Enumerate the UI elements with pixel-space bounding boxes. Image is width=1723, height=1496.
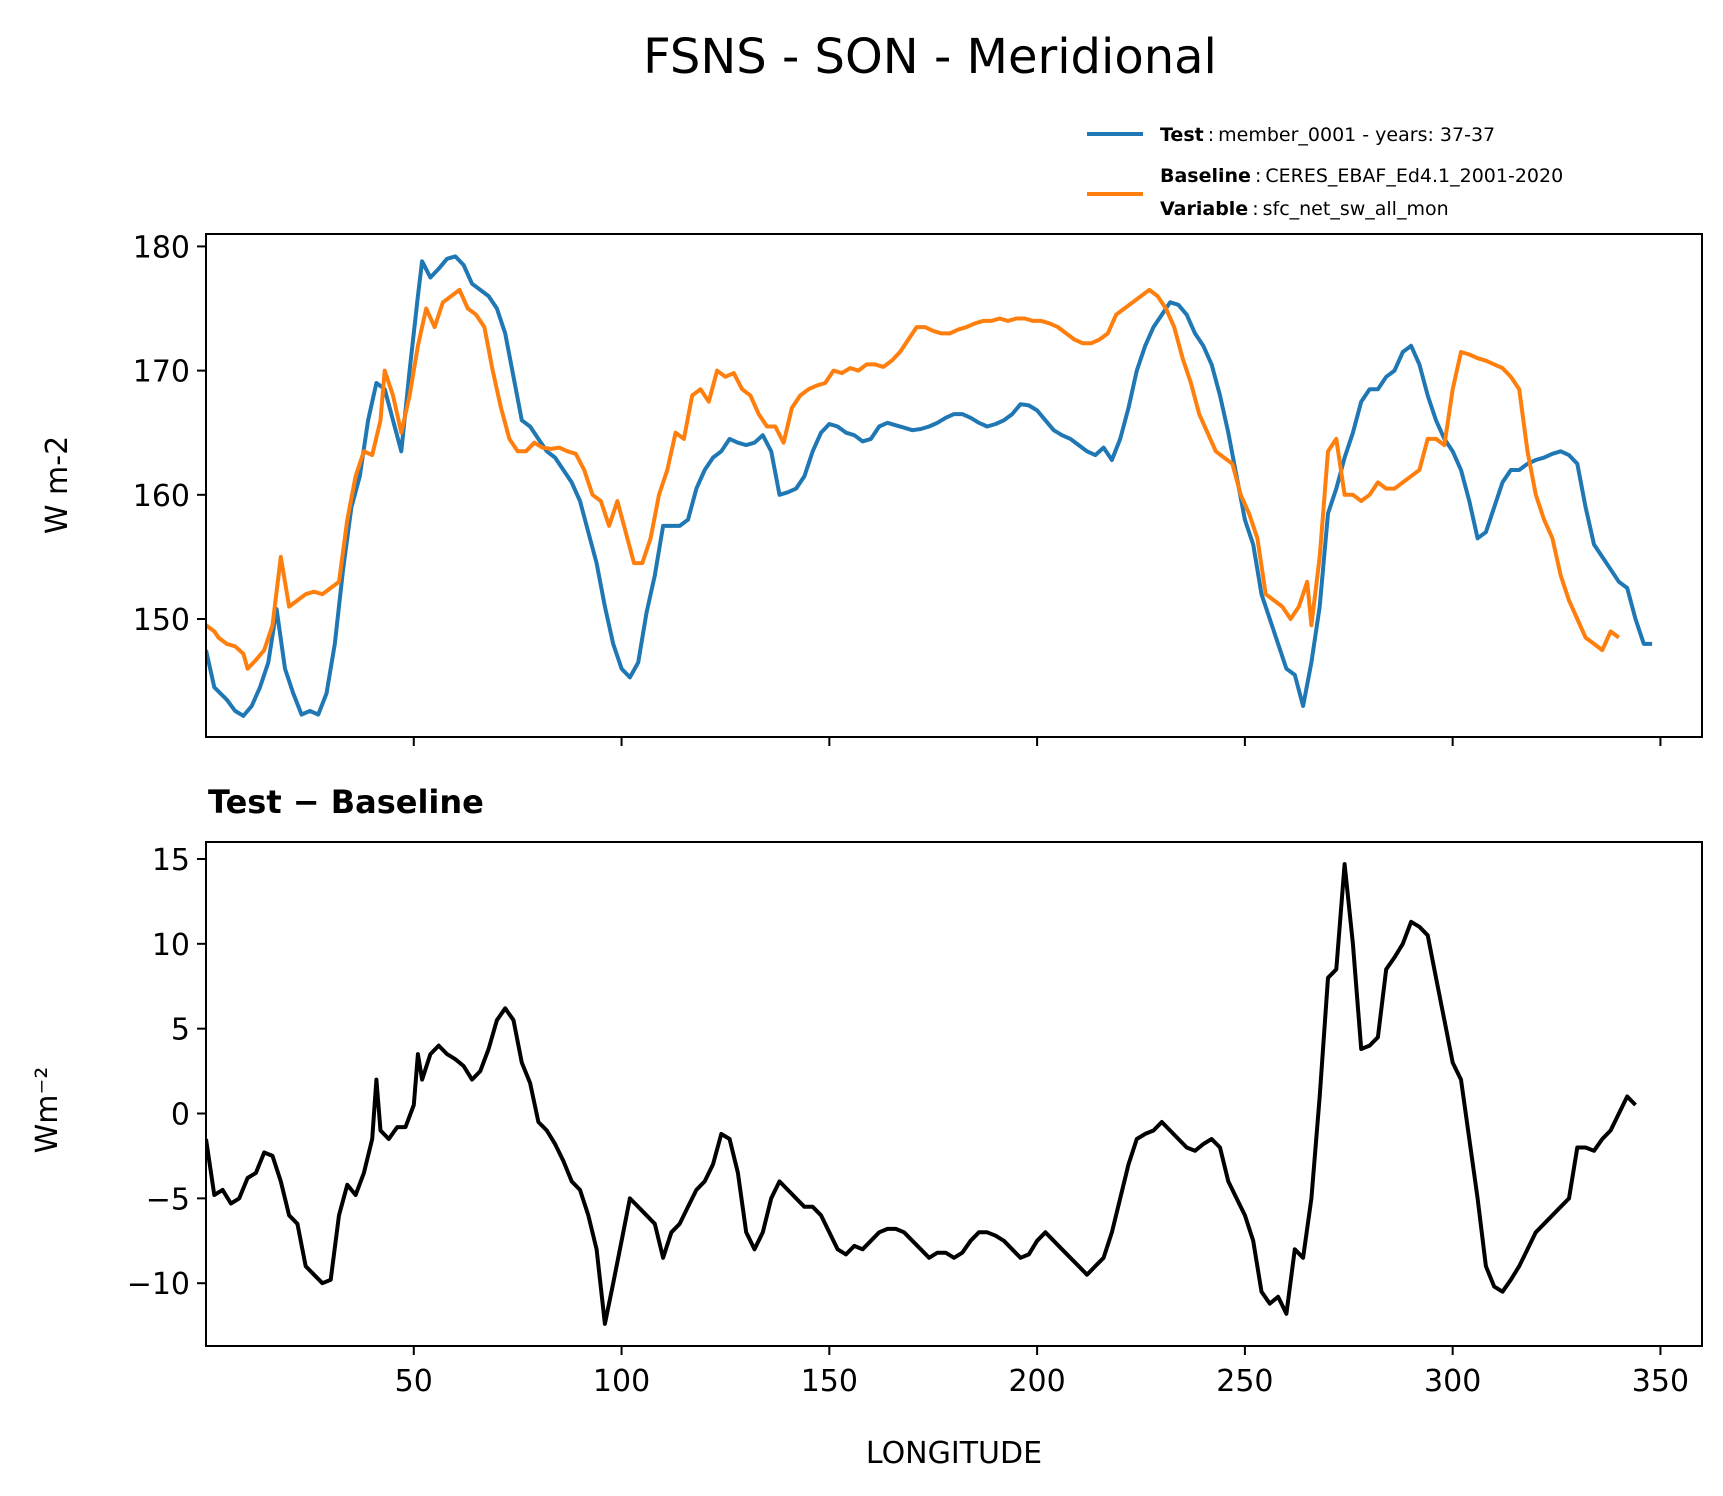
top-panel: 150 160 170 180 W m-2 [40,230,1703,746]
top-panel-frame [205,233,1703,738]
top-y-axis-label: W m-2 [40,436,75,534]
figure-title: FSNS - SON - Meridional [643,29,1217,85]
bottom-xtick-label: 50 [395,1364,433,1399]
bottom-xtick-label: 300 [1424,1364,1481,1399]
bottom-ytick-label: 10 [152,928,190,963]
legend-variable-sep: : [1252,198,1258,220]
legend-test-sep: : [1208,124,1214,146]
bottom-ytick-label: −5 [146,1182,190,1217]
bottom-ytick-label: −10 [127,1267,190,1302]
bottom-series-line-test-baseline [206,862,1637,1326]
bottom-xtick-label: 150 [801,1364,858,1399]
bottom-xtick-label: 250 [1216,1364,1273,1399]
bottom-xtick-label: 200 [1008,1364,1065,1399]
legend-test-key: Test [1160,124,1204,146]
bottom-panel-title: Test − Baseline [208,783,484,821]
legend: Test: member_0001 - years: 37-37 Baseline… [1087,124,1563,220]
bottom-xtick-label: 100 [593,1364,650,1399]
legend-baseline-text: CERES_EBAF_Ed4.1_2001-2020 [1265,165,1563,187]
top-ytick-label: 150 [133,603,190,638]
top-ytick-label: 160 [133,479,190,514]
legend-variable-key: Variable [1160,198,1248,220]
top-ytick-label: 170 [133,355,190,390]
top-series-line-test [206,254,1653,718]
legend-test-row: Test: member_0001 - years: 37-37 [1160,124,1495,146]
bottom-ytick-label: 15 [152,843,190,878]
bottom-xtick-label: 350 [1632,1364,1689,1399]
bottom-ytick-label: 5 [171,1013,190,1048]
x-axis-label: LONGITUDE [866,1436,1042,1471]
legend-baseline-key: Baseline [1160,165,1251,187]
bottom-y-axis-label: Wm⁻² [30,1067,65,1154]
top-series-group [206,254,1653,718]
legend-variable-text: sfc_net_sw_all_mon [1263,198,1449,220]
legend-test-text: member_0001 - years: 37-37 [1218,124,1495,146]
top-ticks: 150 160 170 180 [133,230,1662,746]
legend-baseline-sep: : [1255,165,1261,187]
bottom-series-group [206,862,1637,1326]
legend-baseline-row: Baseline: CERES_EBAF_Ed4.1_2001-2020 [1160,165,1563,187]
legend-variable-row: Variable: sfc_net_sw_all_mon [1160,198,1449,220]
top-series-line-baseline [206,287,1621,671]
top-ytick-label: 180 [133,230,190,265]
bottom-panel-frame [205,841,1703,1347]
bottom-ytick-label: 0 [171,1098,190,1133]
